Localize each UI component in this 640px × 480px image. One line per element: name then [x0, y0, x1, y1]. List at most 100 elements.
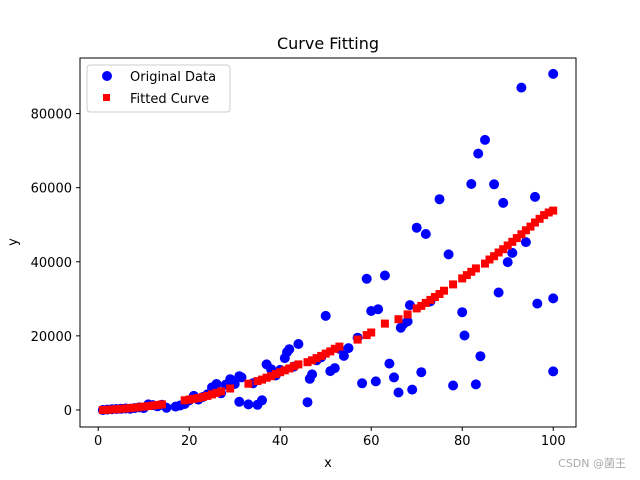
fitted-curve-point: [362, 331, 371, 340]
x-tick-label: 0: [94, 434, 102, 449]
original-data-point: [457, 307, 468, 318]
fitted-curve-point: [549, 206, 558, 215]
original-data-point: [473, 148, 484, 159]
fitted-curve-point: [380, 319, 389, 328]
fitted-curve-point: [335, 342, 344, 351]
original-data-point: [459, 330, 470, 341]
fitted-curve-point: [531, 218, 539, 227]
y-tick-label: 20000: [31, 330, 72, 345]
fitted-curve-point: [244, 379, 253, 388]
y-tick-label: 60000: [31, 182, 72, 197]
fitted-curve-point: [308, 356, 317, 365]
fitted-curve-point: [526, 222, 535, 231]
fitted-curve-point: [226, 384, 235, 393]
legend-label-original-data: Original Data: [130, 70, 216, 85]
chart-title: Curve Fitting: [277, 34, 379, 53]
fitted-curve-point: [326, 347, 335, 356]
fitted-curve-point: [544, 208, 553, 217]
fitted-curve-point: [153, 401, 162, 409]
fitted-curve-point: [458, 274, 467, 283]
fitted-curve-point: [430, 293, 439, 301]
x-tick-label: 20: [181, 434, 198, 449]
legend: Original Data Fitted Curve: [86, 64, 231, 113]
fitted-curve-point: [103, 405, 112, 414]
fitted-curve-point: [490, 252, 499, 261]
legend-marker-fitted-curve: [103, 94, 110, 101]
fitted-curve-point: [185, 395, 194, 404]
fitted-curve-point: [271, 370, 280, 378]
y-tick-label: 40000: [31, 256, 72, 271]
original-data-point: [498, 197, 509, 208]
fitted-curve-point: [208, 390, 216, 399]
original-data-point: [384, 358, 395, 369]
fitted-curve-point: [289, 362, 298, 371]
fitted-curve-point: [148, 401, 157, 410]
original-data-point: [480, 134, 490, 145]
fitted-curve-point: [485, 255, 494, 264]
fitted-curve-point: [107, 405, 116, 414]
original-data-point: [302, 397, 313, 408]
fitted-curve-point: [394, 315, 403, 324]
original-data-point: [548, 366, 559, 377]
fitted-curve-point: [353, 335, 362, 344]
fitted-curve-point: [449, 280, 458, 289]
original-data-point: [338, 350, 349, 361]
x-tick-label: 60: [363, 434, 380, 449]
fitted-curve-point: [139, 402, 148, 411]
original-data-point: [475, 351, 486, 362]
original-data-point: [236, 372, 247, 383]
fitted-curve-point: [117, 404, 125, 413]
original-data-point: [343, 343, 354, 354]
fitted-curve-point: [471, 264, 480, 273]
fitted-curve-point: [367, 328, 376, 337]
x-axis-label: x: [324, 456, 332, 471]
fitted-curve-point: [467, 267, 476, 276]
fitted-curve-point: [499, 245, 508, 254]
original-data-point: [257, 395, 267, 406]
original-data-point: [307, 369, 318, 380]
original-data-point: [329, 363, 340, 374]
plot-frame: [79, 57, 577, 428]
original-data-point: [548, 293, 559, 304]
original-data-point: [404, 300, 415, 311]
y-axis: 0 20000 40000 60000 80000: [31, 108, 80, 419]
original-data-point: [243, 399, 254, 410]
original-data-point: [548, 68, 559, 79]
fitted-curve-point: [440, 286, 448, 295]
fitted-curve-point: [144, 402, 153, 411]
fitted-curve-point: [540, 211, 549, 220]
original-data-point: [530, 191, 540, 202]
fitted-curve-point: [521, 226, 530, 235]
fitted-curve-point: [135, 403, 144, 412]
fitted-curve-point: [512, 234, 521, 243]
original-data-point: [402, 316, 413, 327]
fitted-curve-point: [535, 214, 544, 223]
original-data-point: [434, 194, 445, 205]
fitted-curve-point: [294, 360, 303, 369]
y-tick-label: 0: [64, 404, 72, 419]
fitted-curve-point: [481, 259, 489, 268]
fitted-curve-point: [312, 354, 321, 363]
original-data-point: [507, 247, 518, 258]
fitted-curve-point: [317, 351, 326, 360]
x-tick-label: 80: [454, 434, 471, 449]
original-data-point: [448, 380, 459, 391]
legend-label-fitted-curve: Fitted Curve: [130, 92, 209, 107]
original-data-point: [393, 387, 404, 398]
original-data-point: [416, 367, 427, 378]
fitted-curve-point: [262, 373, 271, 382]
fitted-curve-point: [189, 394, 198, 403]
fitted-curve-point: [403, 310, 412, 319]
legend-box: [86, 64, 231, 113]
fitted-curve-point: [426, 295, 435, 304]
fitted-curve-point: [267, 372, 276, 381]
fitted-curve-point: [517, 230, 526, 239]
fitted-curve-point: [276, 368, 285, 377]
original-data-point: [516, 82, 527, 93]
fitted-curve-point: [303, 358, 312, 367]
original-data-point: [389, 372, 399, 383]
plot-points: [97, 68, 559, 415]
fitted-curve-point: [126, 404, 135, 413]
fitted-curve-point: [194, 394, 203, 403]
